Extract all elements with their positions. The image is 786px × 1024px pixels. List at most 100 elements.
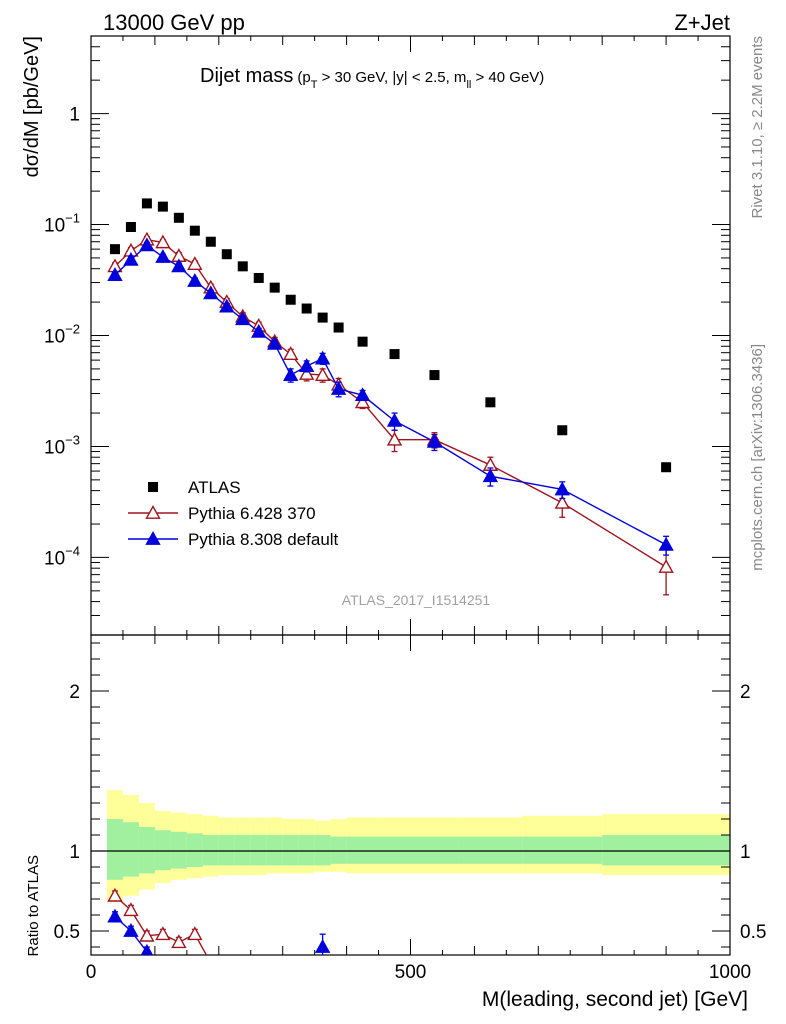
title-cut-ll-sub: ll — [466, 79, 471, 91]
main-plot-frame — [90, 35, 731, 636]
atlas-point — [141, 198, 152, 209]
pythia8-point — [298, 358, 315, 372]
x-axis-label: M(leading, second jet) [GeV] — [482, 988, 748, 1011]
atlas-point — [485, 397, 496, 408]
pythia8-ratio-point — [156, 957, 169, 969]
pythia6-ratio-point — [155, 926, 171, 941]
pythia8-line — [114, 244, 667, 546]
pythia8-point — [187, 273, 203, 287]
pythia6-point — [658, 559, 674, 573]
ratio-band-inner — [154, 830, 171, 871]
y-tick-label: 10−1 — [44, 211, 80, 237]
atlas-point — [317, 312, 328, 323]
pythia8-point — [219, 298, 235, 313]
pythia8-point — [107, 267, 123, 282]
pythia6-point — [187, 256, 203, 270]
legend-pythia6-label: Pythia 6.428 370 — [188, 504, 316, 523]
pythia6-ratio-point — [139, 927, 155, 942]
y-tick-label: 10−4 — [44, 543, 80, 569]
pythia8-point — [123, 251, 139, 266]
pythia8-point — [139, 237, 155, 252]
x-tick-label: 1000 — [709, 962, 751, 983]
y-tick-label: 10−2 — [44, 322, 80, 348]
title-cut-pt-sub: T — [311, 79, 318, 91]
ratio-band-inner — [218, 835, 235, 866]
pythia6-ratio-point — [171, 934, 187, 949]
ratio-band-inner — [522, 836, 603, 864]
plot-title-main: Dijet mass — [200, 65, 293, 87]
ratio-band-inner — [314, 835, 331, 866]
x-tick-label: 500 — [395, 962, 427, 983]
atlas-point — [333, 322, 344, 333]
ratio-y-tick-label-right: 2 — [740, 682, 751, 703]
pythia6-ratio-point — [204, 957, 217, 969]
title-cut-middle: > 30 GeV, |y| < 2.5, m — [317, 69, 466, 86]
pythia8-ratio-point — [107, 908, 123, 923]
legend-pythia8-marker — [145, 531, 161, 545]
pythia6-point — [386, 431, 403, 446]
atlas-point — [173, 212, 184, 223]
pythia8-point — [554, 481, 570, 496]
atlas-point — [189, 225, 200, 236]
pythia8-point — [251, 323, 267, 338]
pythia6-point — [155, 234, 171, 249]
plot-layer: 0 500 1000 1 10−1 10−2 10−3 10−4 0.5 0.5 1 1 2 2 — [44, 35, 766, 983]
header-right-label: Z+Jet — [674, 10, 730, 35]
ratio-plot-frame — [90, 634, 731, 956]
ratio-band-inner — [122, 822, 139, 877]
pythia8-point — [330, 380, 347, 395]
header-left-label: 13000 GeV pp — [103, 10, 245, 35]
ratio-band-inner — [202, 835, 219, 866]
atlas-point — [269, 282, 280, 293]
pythia6-point — [354, 394, 371, 409]
pythia8-point — [267, 335, 283, 350]
ratio-band-inner — [410, 836, 459, 864]
atlas-point — [301, 303, 312, 314]
rivet-version-label: Rivet 3.1.10, ≥ 2.2M events — [749, 36, 766, 219]
ratio-band-inner — [170, 831, 187, 869]
pythia6-point — [298, 366, 315, 380]
ratio-y-tick-label-right: 1 — [740, 842, 751, 863]
atlas-point — [557, 425, 568, 436]
pythia8-point — [282, 367, 299, 381]
ratio-ylabel: Ratio to ATLAS — [25, 855, 42, 956]
pythia8-ratio-point — [123, 923, 139, 937]
title-cut-p: (p — [297, 69, 310, 86]
pythia8-point — [171, 258, 187, 273]
analysis-watermark: ATLAS_2017_I1514251 — [342, 592, 491, 608]
legend: ATLAS Pythia 6.428 370 Pythia 8.308 defaul… — [128, 478, 339, 549]
ratio-band-inner — [138, 827, 155, 874]
ratio-y-tick-label: 0.5 — [54, 922, 80, 943]
atlas-point — [221, 249, 232, 260]
mcplots-source-label: mcplots.cern.ch [arXiv:1306.3436] — [749, 344, 766, 571]
ratio-y-tick-label: 2 — [69, 682, 80, 703]
atlas-point — [285, 294, 296, 305]
atlas-point — [157, 201, 168, 212]
ratio-series-group — [107, 887, 331, 969]
atlas-point — [357, 336, 368, 347]
pythia6-ratio-point — [187, 926, 203, 941]
atlas-point — [389, 349, 400, 360]
atlas-point — [125, 222, 136, 233]
pythia6-point — [554, 494, 570, 509]
pythia8-point — [155, 249, 171, 263]
legend-pythia6-marker — [145, 505, 161, 519]
pythia8-ratio-point — [140, 943, 154, 955]
pythia8-point — [482, 468, 499, 483]
atlas-point — [661, 462, 672, 473]
atlas-point — [237, 261, 248, 272]
ratio-band-inner — [298, 835, 315, 866]
pythia6-ratio-point — [107, 887, 123, 902]
ratio-band-inner — [602, 835, 730, 866]
x-tick-label: 0 — [86, 962, 97, 983]
ratio-y-tick-label-right: 0.5 — [740, 922, 766, 943]
legend-pythia8-label: Pythia 8.308 default — [188, 530, 339, 549]
ratio-band-inner — [106, 819, 123, 880]
title-cut-end: > 40 GeV) — [471, 69, 544, 86]
legend-atlas-marker — [148, 482, 158, 492]
ratio-band-inner — [378, 836, 411, 864]
atlas-point — [109, 244, 120, 255]
ratio-band-inner — [282, 835, 299, 866]
ratio-band-inner — [266, 835, 283, 866]
plot-title: Dijet mass (pT > 30 GeV, |y| < 2.5, mll >… — [200, 65, 544, 91]
